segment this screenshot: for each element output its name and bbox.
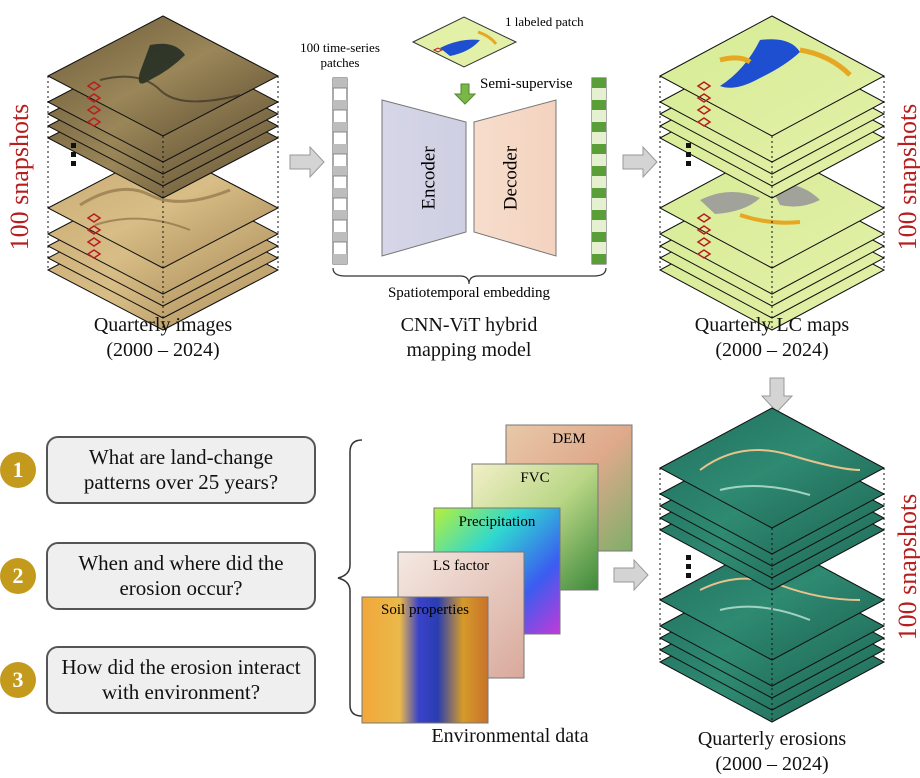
env-label-soil: Soil properties [381, 602, 469, 618]
quarterly-images-stack [46, 15, 280, 331]
semi-supervise-label: Semi-supervise [480, 76, 573, 92]
patch-marker [86, 105, 102, 115]
decoder-block [473, 99, 557, 257]
question-box: When and where did the erosion occur? [46, 542, 316, 610]
flow-arrow [622, 145, 658, 179]
question-number-badge: 3 [0, 662, 36, 698]
semi-supervise-arrow [453, 83, 477, 105]
question-box: How did the erosion interact with environ… [46, 646, 316, 714]
input-patch-column [332, 77, 348, 265]
caption-line: (2000 – 2024) [106, 339, 220, 361]
flow-arrow [760, 377, 794, 413]
labeled-patch-label: 1 labeled patch [505, 14, 584, 29]
patch-marker [86, 237, 102, 247]
patch-marker [696, 225, 712, 235]
patch-marker [696, 105, 712, 115]
patches-label-line1: 100 time-series [300, 40, 380, 55]
snapshots-label-left: 100 snapshots [5, 103, 34, 251]
caption-line: CNN-ViT hybrid [400, 314, 538, 336]
patch-marker [86, 249, 102, 259]
patch-marker [696, 117, 712, 127]
question-number-badge: 2 [0, 558, 36, 594]
snapshots-label-topright: 100 snapshots [893, 103, 920, 251]
env-label-ls-factor: LS factor [433, 558, 489, 574]
patch-marker [86, 225, 102, 235]
patches-label-line2: patches [321, 55, 360, 70]
model-diagram [332, 16, 607, 285]
patch-marker [696, 93, 712, 103]
embedding-label: Spatiotemporal embedding [388, 285, 551, 301]
caption-line: (2000 – 2024) [715, 753, 829, 775]
quarterly-lc-stack [658, 15, 886, 331]
caption-line: Quarterly LC maps [694, 314, 850, 336]
caption-model: CNN-ViT hybrid mapping model [369, 313, 569, 363]
question-text-line: When and where did the [78, 551, 284, 575]
caption-line: mapping model [406, 339, 532, 361]
patch-marker [86, 81, 102, 91]
question-number-badge: 1 [0, 452, 36, 488]
patch-marker [86, 213, 102, 223]
layer-soil [361, 596, 489, 724]
flow-arrow [613, 558, 649, 592]
question-text-line: erosion occur? [119, 576, 243, 600]
question-text-line: How did the erosion interact [61, 655, 301, 679]
env-label-precipitation: Precipitation [459, 514, 536, 530]
caption-quarterly-erosions: Quarterly erosions (2000 – 2024) [672, 727, 872, 777]
patch-marker [696, 213, 712, 223]
caption-line: Quarterly erosions [697, 728, 847, 750]
encoder-block [381, 99, 467, 257]
caption-line: (2000 – 2024) [715, 339, 829, 361]
encoder-label: Encoder [418, 146, 439, 210]
flow-arrow [289, 145, 325, 179]
question-text-line: with environment? [101, 680, 261, 704]
output-patch-column [591, 77, 607, 265]
patch-marker [696, 81, 712, 91]
caption-environmental-data: Environmental data [431, 725, 589, 747]
patch-marker [696, 249, 712, 259]
caption-line: Quarterly images [93, 314, 233, 336]
patch-marker [86, 93, 102, 103]
question-text-line: patterns over 25 years? [83, 470, 279, 494]
patch-marker [86, 117, 102, 127]
caption-quarterly-images: Quarterly images (2000 – 2024) [63, 313, 263, 363]
patch-marker [696, 237, 712, 247]
questions-brace [337, 439, 363, 717]
environmental-layers [361, 424, 633, 724]
question-box: What are land-change patterns over 25 yea… [46, 436, 316, 504]
embedding-brace [332, 267, 607, 285]
env-label-fvc: FVC [520, 470, 549, 486]
decoder-label: Decoder [500, 145, 521, 210]
env-label-dem: DEM [552, 431, 585, 447]
quarterly-erosions-stack [658, 407, 886, 723]
question-text-line: What are land-change [88, 445, 274, 469]
snapshots-label-bottomright: 100 snapshots [893, 493, 920, 641]
caption-quarterly-lc: Quarterly LC maps (2000 – 2024) [672, 313, 872, 363]
